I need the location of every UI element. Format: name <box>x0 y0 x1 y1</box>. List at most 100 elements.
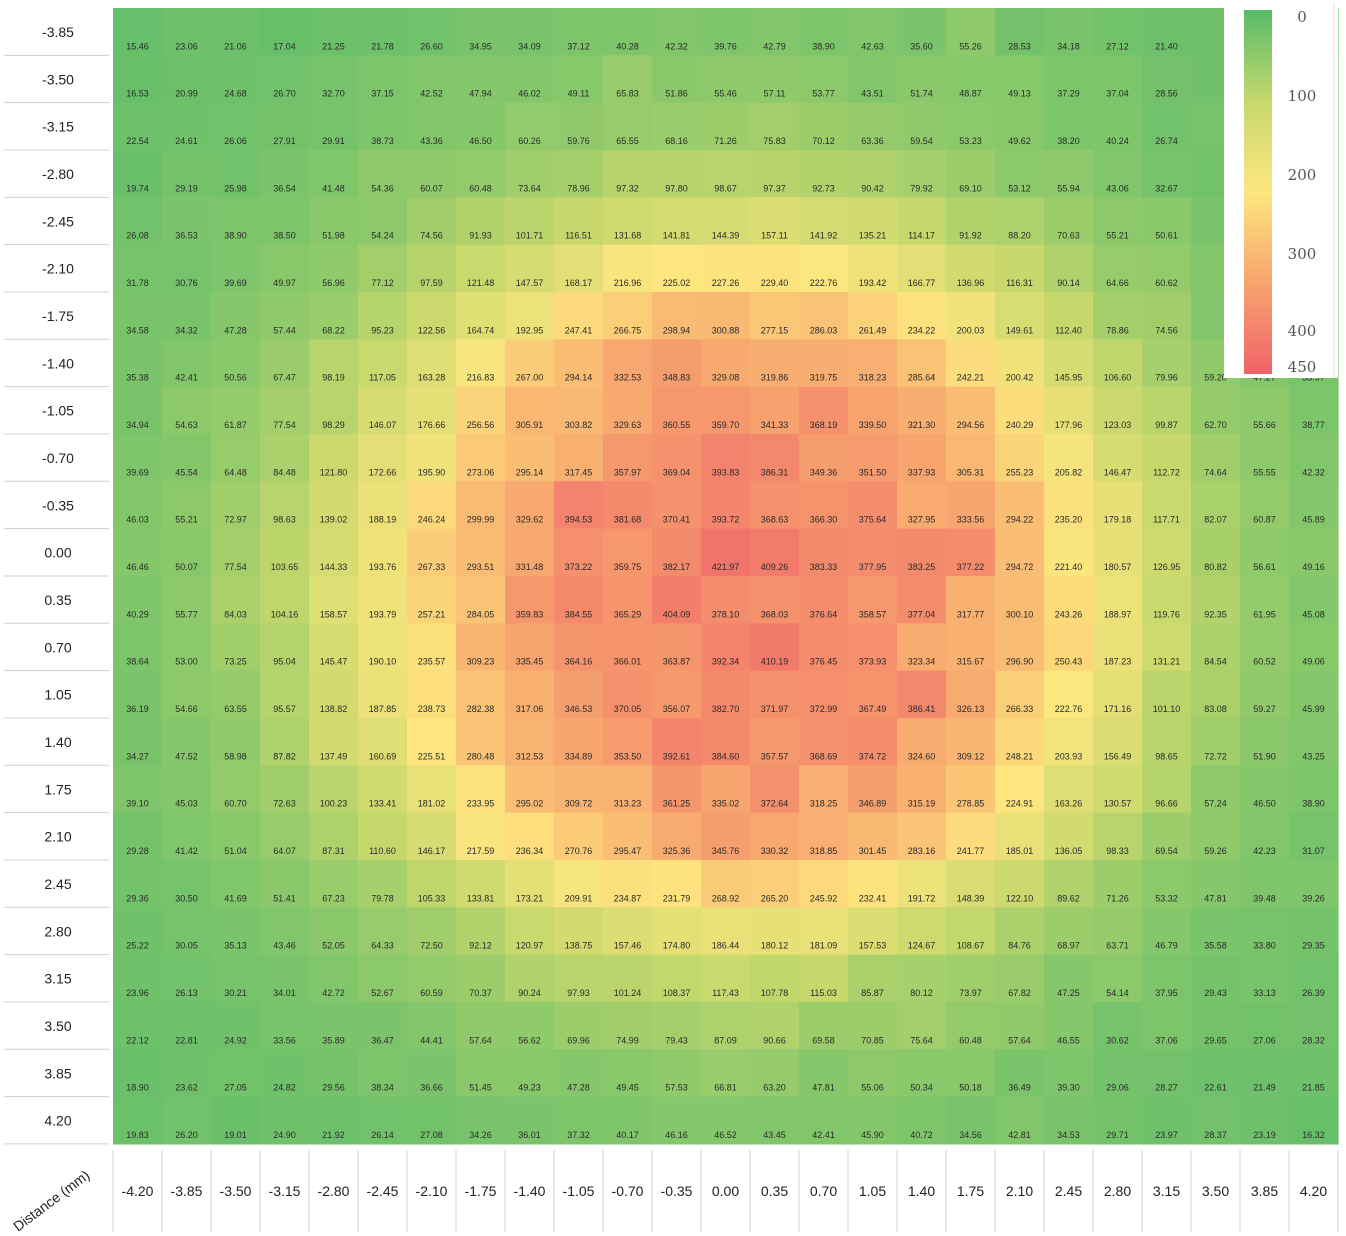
cell-value-label: 28.27 <box>1155 1083 1178 1093</box>
heatmap-cell <box>456 55 506 104</box>
cell-value-label: 90.14 <box>1057 278 1080 288</box>
heatmap-cell <box>1044 339 1094 388</box>
column-label: -2.80 <box>318 1183 350 1199</box>
heatmap-cell <box>946 907 996 956</box>
heatmap-cell <box>309 765 359 814</box>
cell-value-label: 31.78 <box>126 278 149 288</box>
heatmap-cell <box>799 528 849 577</box>
cell-value-label: 55.66 <box>1253 420 1276 430</box>
heatmap-cell <box>799 55 849 104</box>
cell-value-label: 34.26 <box>469 1130 492 1140</box>
heatmap-cell <box>1289 954 1339 1003</box>
cell-value-label: 23.62 <box>175 1083 198 1093</box>
cell-value-label: 42.41 <box>812 1130 835 1140</box>
cell-value-label: 98.63 <box>273 515 296 525</box>
cell-value-label: 73.25 <box>224 657 247 667</box>
heatmap-cell <box>1044 670 1094 719</box>
cell-value-label: 73.64 <box>518 183 541 193</box>
cell-value-label: 33.56 <box>273 1035 296 1045</box>
heatmap-cell <box>456 102 506 151</box>
column-label: 1.05 <box>859 1183 886 1199</box>
column-label: 0.35 <box>761 1183 788 1199</box>
heatmap-cell <box>309 339 359 388</box>
heatmap-cell <box>456 812 506 861</box>
heatmap-cell <box>162 1096 212 1145</box>
cell-value-label: 51.90 <box>1253 751 1276 761</box>
heatmap-cell <box>1093 102 1143 151</box>
cell-value-label: 42.63 <box>861 41 884 51</box>
heatmap-cell <box>603 1096 653 1145</box>
cell-value-label: 49.06 <box>1302 657 1325 667</box>
heatmap-cell <box>505 149 555 198</box>
heatmap-cell <box>260 859 310 908</box>
heatmap-cell <box>652 244 702 293</box>
heatmap-cell <box>358 291 408 340</box>
heatmap-cell <box>505 670 555 719</box>
heatmap-cell <box>1093 765 1143 814</box>
cell-value-label: 112.72 <box>1153 467 1180 477</box>
heatmap-cell <box>113 433 163 482</box>
cell-value-label: 36.47 <box>371 1035 394 1045</box>
cell-value-label: 38.90 <box>1302 799 1325 809</box>
heatmap-cell <box>505 55 555 104</box>
cell-value-label: 54.14 <box>1106 988 1129 998</box>
cell-value-label: 157.11 <box>761 231 788 241</box>
heatmap-cell <box>1093 8 1143 56</box>
row-label: 0.35 <box>44 592 71 608</box>
heatmap-cell <box>1093 481 1143 530</box>
cell-value-label: 331.48 <box>516 562 544 572</box>
cell-value-label: 23.96 <box>126 988 149 998</box>
cell-value-label: 21.92 <box>322 1130 345 1140</box>
cell-value-label: 363.87 <box>663 657 691 667</box>
cell-value-label: 41.42 <box>175 846 198 856</box>
row-label: 2.80 <box>44 923 71 939</box>
heatmap-cell <box>897 102 947 151</box>
cell-value-label: 305.91 <box>516 420 544 430</box>
cell-value-label: 40.29 <box>126 609 149 619</box>
heatmap-cell <box>897 55 947 104</box>
heatmap-cell <box>407 859 457 908</box>
heatmap-cell <box>799 149 849 198</box>
heatmap-cell <box>799 575 849 624</box>
cell-value-label: 55.77 <box>175 609 198 619</box>
heatmap-cell <box>652 765 702 814</box>
cell-value-label: 22.61 <box>1204 1083 1227 1093</box>
cell-value-label: 59.26 <box>1204 846 1227 856</box>
cell-value-label: 19.74 <box>126 183 149 193</box>
cell-value-label: 313.23 <box>614 799 642 809</box>
heatmap-cell <box>603 1001 653 1050</box>
heatmap-cell <box>1142 528 1192 577</box>
heatmap-cell <box>456 717 506 766</box>
heatmap-cell <box>603 386 653 435</box>
heatmap-cell <box>1044 386 1094 435</box>
cell-value-label: 372.99 <box>810 704 838 714</box>
heatmap-cell <box>407 55 457 104</box>
cell-value-label: 377.04 <box>908 609 936 619</box>
cell-value-label: 49.23 <box>518 1083 541 1093</box>
cell-value-label: 19.83 <box>126 1130 149 1140</box>
cell-value-label: 384.60 <box>712 751 740 761</box>
cell-value-label: 79.96 <box>1155 373 1178 383</box>
cell-value-label: 95.57 <box>273 704 296 714</box>
cell-value-label: 26.08 <box>126 231 149 241</box>
cell-value-label: 55.21 <box>175 515 198 525</box>
cell-value-label: 335.45 <box>516 657 544 667</box>
column-label: 0.00 <box>712 1183 739 1199</box>
cell-value-label: 126.95 <box>1153 562 1181 572</box>
cell-value-label: 188.97 <box>1104 609 1132 619</box>
heatmap-cell <box>603 575 653 624</box>
heatmap-cell <box>1142 717 1192 766</box>
cell-value-label: 47.28 <box>567 1083 590 1093</box>
cell-value-label: 180.12 <box>761 941 789 951</box>
cell-value-label: 39.26 <box>1302 893 1325 903</box>
cell-value-label: 17.04 <box>273 41 296 51</box>
cell-value-label: 46.79 <box>1155 941 1178 951</box>
heatmap-cell <box>701 670 751 719</box>
cell-value-label: 95.23 <box>371 325 394 335</box>
heatmap-cell <box>260 244 310 293</box>
cell-value-label: 60.70 <box>224 799 247 809</box>
cell-value-label: 121.48 <box>467 278 495 288</box>
cell-value-label: 57.64 <box>1008 1035 1031 1045</box>
heatmap-cell <box>848 623 898 672</box>
heatmap-cell <box>897 1049 947 1098</box>
